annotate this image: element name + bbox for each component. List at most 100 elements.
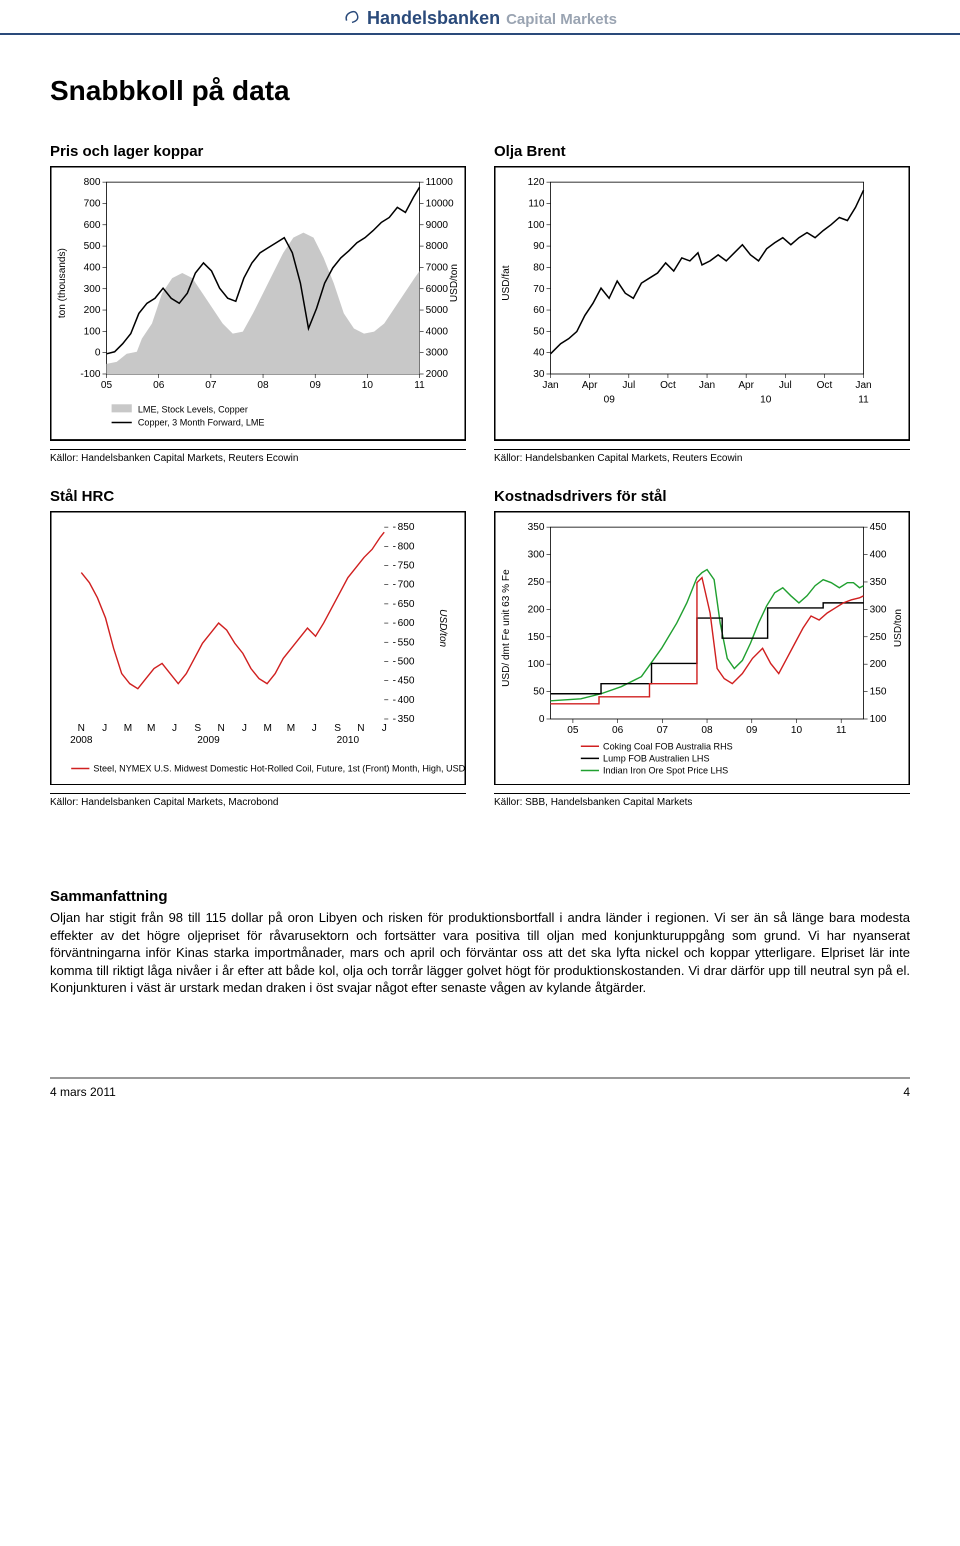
chart4-legend0: Coking Coal FOB Australia RHS	[603, 741, 733, 751]
brand: Handelsbanken Capital Markets	[343, 6, 617, 29]
svg-text:350: 350	[870, 577, 887, 588]
svg-text:11: 11	[414, 380, 425, 391]
svg-text:10000: 10000	[426, 198, 454, 209]
chart1-svg: -1000100200300400500600700800 2000300040…	[50, 166, 466, 441]
svg-text:Jul: Jul	[779, 380, 792, 391]
svg-text:M: M	[147, 723, 155, 734]
chart-cell-brent: Olja Brent 30405060708090100110120 JanAp…	[494, 143, 910, 464]
svg-text:450: 450	[398, 675, 415, 686]
chart2-title: Olja Brent	[494, 143, 910, 160]
svg-text:300: 300	[84, 284, 101, 295]
chart3-svg: 350-400-450-500-550-600-650-700-750-800-…	[50, 511, 466, 786]
chart1-caption: Källor: Handelsbanken Capital Markets, R…	[50, 449, 466, 464]
svg-text:09: 09	[310, 380, 322, 391]
svg-text:750: 750	[398, 560, 415, 571]
chart1-legend0: LME, Stock Levels, Copper	[138, 404, 248, 414]
svg-text:J: J	[382, 723, 387, 734]
svg-text:M: M	[124, 723, 132, 734]
footer-page: 4	[903, 1085, 910, 1099]
page-footer: 4 mars 2011 4	[50, 1077, 910, 1099]
svg-text:2010: 2010	[337, 735, 360, 746]
svg-text:09: 09	[604, 394, 616, 405]
chart4-legend1: Lump FOB Australien LHS	[603, 753, 709, 763]
svg-text:2000: 2000	[426, 369, 449, 380]
chart1-left-axis-label: ton (thousands)	[57, 248, 68, 318]
svg-text:Jan: Jan	[855, 380, 871, 391]
summary-heading: Sammanfattning	[50, 888, 910, 905]
svg-text:400: 400	[84, 262, 101, 273]
svg-text:0: 0	[95, 348, 101, 359]
chart3-caption: Källor: Handelsbanken Capital Markets, M…	[50, 793, 466, 808]
svg-text:200: 200	[528, 604, 545, 615]
svg-text:07: 07	[205, 380, 217, 391]
svg-text:350: 350	[528, 522, 545, 533]
svg-text:11: 11	[836, 725, 847, 736]
svg-text:200: 200	[870, 659, 887, 670]
svg-text:550: 550	[398, 637, 415, 648]
svg-text:J: J	[312, 723, 317, 734]
chart1-legend-swatch-area	[112, 404, 132, 412]
svg-text:J: J	[242, 723, 247, 734]
svg-text:100: 100	[84, 326, 101, 337]
svg-text:200: 200	[84, 305, 101, 316]
svg-text:2008: 2008	[70, 735, 93, 746]
svg-text:2009: 2009	[197, 735, 220, 746]
svg-text:06: 06	[153, 380, 165, 391]
summary-body: Oljan har stigit från 98 till 115 dollar…	[50, 909, 910, 997]
chart2-svg: 30405060708090100110120 JanAprJulOctJanA…	[494, 166, 910, 441]
svg-text:Jan: Jan	[542, 380, 558, 391]
svg-text:Jul: Jul	[622, 380, 635, 391]
svg-text:M: M	[287, 723, 295, 734]
chart4-left-axis-label: USD/ dmt Fe unit 63 % Fe	[501, 569, 512, 687]
svg-text:9000: 9000	[426, 220, 449, 231]
svg-text:-: -	[393, 675, 396, 686]
svg-text:250: 250	[528, 577, 545, 588]
chart-cell-cost-drivers: Kostnadsdrivers för stål 050100150200250…	[494, 488, 910, 809]
page-root: Handelsbanken Capital Markets Snabbkoll …	[0, 0, 960, 1099]
brand-suffix: Capital Markets	[506, 11, 617, 28]
svg-text:40: 40	[533, 348, 545, 359]
svg-text:S: S	[194, 723, 201, 734]
svg-text:Apr: Apr	[738, 380, 754, 391]
svg-text:10: 10	[791, 725, 803, 736]
chart3-legend: Steel, NYMEX U.S. Midwest Domestic Hot-R…	[93, 763, 465, 773]
svg-text:-: -	[393, 656, 396, 667]
svg-text:150: 150	[528, 631, 545, 642]
svg-text:J: J	[102, 723, 107, 734]
svg-text:06: 06	[612, 725, 624, 736]
svg-text:400: 400	[398, 694, 415, 705]
chart1-legend1: Copper, 3 Month Forward, LME	[138, 417, 265, 427]
svg-text:10: 10	[760, 394, 772, 405]
svg-text:-: -	[393, 579, 396, 590]
svg-text:700: 700	[84, 198, 101, 209]
svg-text:30: 30	[533, 369, 545, 380]
svg-text:-: -	[393, 637, 396, 648]
svg-text:110: 110	[528, 198, 544, 209]
svg-text:350: 350	[398, 714, 415, 725]
brand-swirl-icon	[343, 8, 361, 26]
svg-text:5000: 5000	[426, 305, 449, 316]
svg-text:05: 05	[101, 380, 113, 391]
chart4-legend2: Indian Iron Ore Spot Price LHS	[603, 765, 728, 775]
svg-text:500: 500	[398, 656, 415, 667]
chart4-caption: Källor: SBB, Handelsbanken Capital Marke…	[494, 793, 910, 808]
svg-text:70: 70	[533, 284, 545, 295]
svg-text:50: 50	[533, 686, 545, 697]
svg-text:400: 400	[870, 549, 887, 560]
svg-text:700: 700	[398, 579, 415, 590]
svg-text:7000: 7000	[426, 262, 449, 273]
svg-text:60: 60	[533, 305, 545, 316]
svg-text:S: S	[334, 723, 341, 734]
chart3-right-axis-label: USD/ton	[437, 609, 448, 647]
svg-text:6000: 6000	[426, 284, 449, 295]
page-title: Snabbkoll på data	[50, 75, 910, 107]
svg-text:07: 07	[657, 725, 669, 736]
svg-text:450: 450	[870, 522, 887, 533]
chart4-right-axis-label: USD/ton	[893, 609, 904, 647]
svg-text:600: 600	[84, 220, 101, 231]
svg-text:N: N	[78, 723, 85, 734]
svg-text:-: -	[393, 714, 396, 725]
svg-text:Jan: Jan	[699, 380, 715, 391]
chart2-caption: Källor: Handelsbanken Capital Markets, R…	[494, 449, 910, 464]
svg-text:Oct: Oct	[660, 380, 676, 391]
